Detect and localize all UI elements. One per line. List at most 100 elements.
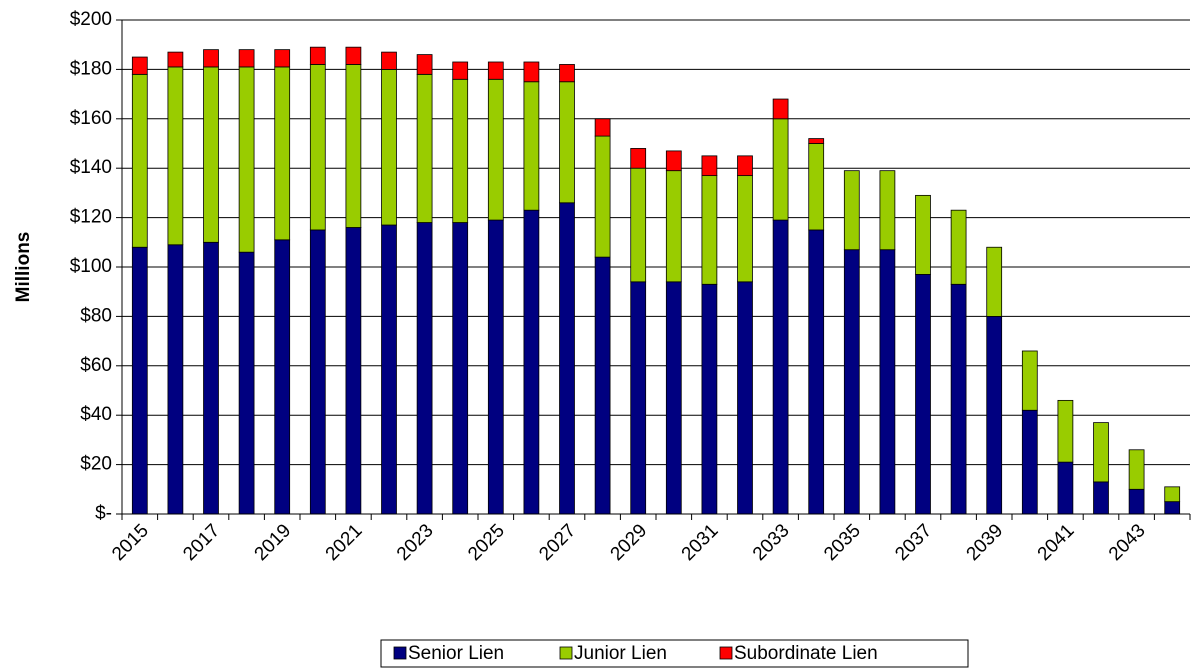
bar-segment <box>594 256 611 515</box>
bar-segment <box>559 202 575 515</box>
bar-segment <box>238 49 255 68</box>
bar-segment <box>167 51 184 68</box>
x-tick-label: 2027 <box>535 520 580 565</box>
bar-segment <box>879 170 896 251</box>
x-tick-label: 2033 <box>749 520 794 565</box>
x-tick-label: 2029 <box>607 520 652 565</box>
bar-segment <box>274 66 291 241</box>
bar-segment <box>594 118 611 137</box>
bar-segment <box>772 98 789 120</box>
bar-segment <box>274 49 291 68</box>
bar-segment <box>452 222 469 515</box>
bar-segment <box>523 61 540 83</box>
bar-segment <box>808 143 825 231</box>
bar-segment <box>737 175 753 283</box>
bar-segment <box>131 246 148 515</box>
bar-segment <box>487 61 504 80</box>
bar-segment <box>986 315 1003 515</box>
bar-segment <box>1093 422 1109 483</box>
x-tick-label: 2015 <box>108 520 153 565</box>
x-tick-label: 2041 <box>1034 520 1079 565</box>
bar-segment <box>203 49 219 68</box>
bar-segment <box>487 219 504 515</box>
bar-segment <box>915 274 931 515</box>
bar-segment <box>701 175 718 285</box>
bar-segment <box>452 78 469 223</box>
legend-swatch <box>393 646 407 660</box>
bar-segment <box>238 66 255 253</box>
y-tick-label: $- <box>95 503 112 524</box>
bar-segment <box>1057 461 1074 515</box>
x-tick-label: 2039 <box>963 520 1008 565</box>
bar-segment <box>131 56 148 75</box>
bar-segment <box>630 167 647 283</box>
bar-segment <box>1164 486 1181 503</box>
bar-segment <box>523 209 540 515</box>
legend-label: Junior Lien <box>574 643 667 664</box>
x-tick-label: 2025 <box>464 520 509 565</box>
bar-segment <box>808 138 825 144</box>
y-tick-label: $200 <box>70 9 112 30</box>
bar-segment <box>345 64 362 228</box>
y-tick-label: $20 <box>80 454 112 475</box>
x-tick-label: 2037 <box>891 520 936 565</box>
bar-segment <box>381 51 397 70</box>
bar-segment <box>630 148 647 169</box>
bar-segment <box>737 281 753 515</box>
bar-segment <box>737 155 753 177</box>
bar-segment <box>1021 409 1038 515</box>
bar-segment <box>345 227 362 515</box>
x-tick-label: 2019 <box>251 520 296 565</box>
bar-segment <box>238 251 255 515</box>
legend-swatch <box>559 646 573 660</box>
y-tick-label: $80 <box>80 305 112 326</box>
bar-segment <box>701 155 718 177</box>
y-tick-label: $100 <box>70 256 112 277</box>
bar-segment <box>203 241 219 515</box>
bar-segment <box>274 239 291 515</box>
bar-segment <box>1164 501 1181 515</box>
bar-segment <box>559 64 575 83</box>
x-tick-label: 2021 <box>322 520 367 565</box>
bar-segment <box>381 224 397 515</box>
bar-segment <box>452 61 469 80</box>
x-tick-label: 2043 <box>1105 520 1150 565</box>
bar-segment <box>416 54 433 75</box>
legend-box <box>380 639 969 668</box>
bar-segment <box>487 78 504 221</box>
bar-segment <box>1021 350 1038 411</box>
bar-segment <box>1057 399 1074 463</box>
bar-segment <box>381 69 397 226</box>
bar-segment <box>559 81 575 204</box>
bar-segment <box>808 229 825 515</box>
y-tick-label: $160 <box>70 108 112 129</box>
bar-segment <box>309 46 326 65</box>
x-tick-label: 2035 <box>820 520 865 565</box>
y-axis-label: Millions <box>13 232 34 303</box>
bar-segment <box>416 73 433 223</box>
x-tick-label: 2031 <box>678 520 723 565</box>
bar-segment <box>630 281 647 515</box>
bar-segment <box>416 222 433 515</box>
legend-label: Senior Lien <box>408 643 504 664</box>
y-tick-label: $40 <box>80 404 112 425</box>
bar-segment <box>345 46 362 65</box>
x-tick-label: 2017 <box>179 520 224 565</box>
bar-segment <box>843 249 860 515</box>
bar-segment <box>1093 481 1109 515</box>
bar-segment <box>915 194 931 275</box>
bar-segment <box>203 66 219 243</box>
bar-segment <box>772 219 789 515</box>
bar-segment <box>879 249 896 515</box>
bar-segment <box>665 150 682 172</box>
y-tick-label: $120 <box>70 207 112 228</box>
bar-segment <box>986 246 1003 317</box>
x-tick-label: 2023 <box>393 520 438 565</box>
bar-segment <box>772 118 789 221</box>
legend-label: Subordinate Lien <box>734 643 878 664</box>
bar-segment <box>131 73 148 248</box>
bar-segment <box>701 283 718 515</box>
bar-segment <box>523 81 540 211</box>
bar-segment <box>1128 449 1145 490</box>
